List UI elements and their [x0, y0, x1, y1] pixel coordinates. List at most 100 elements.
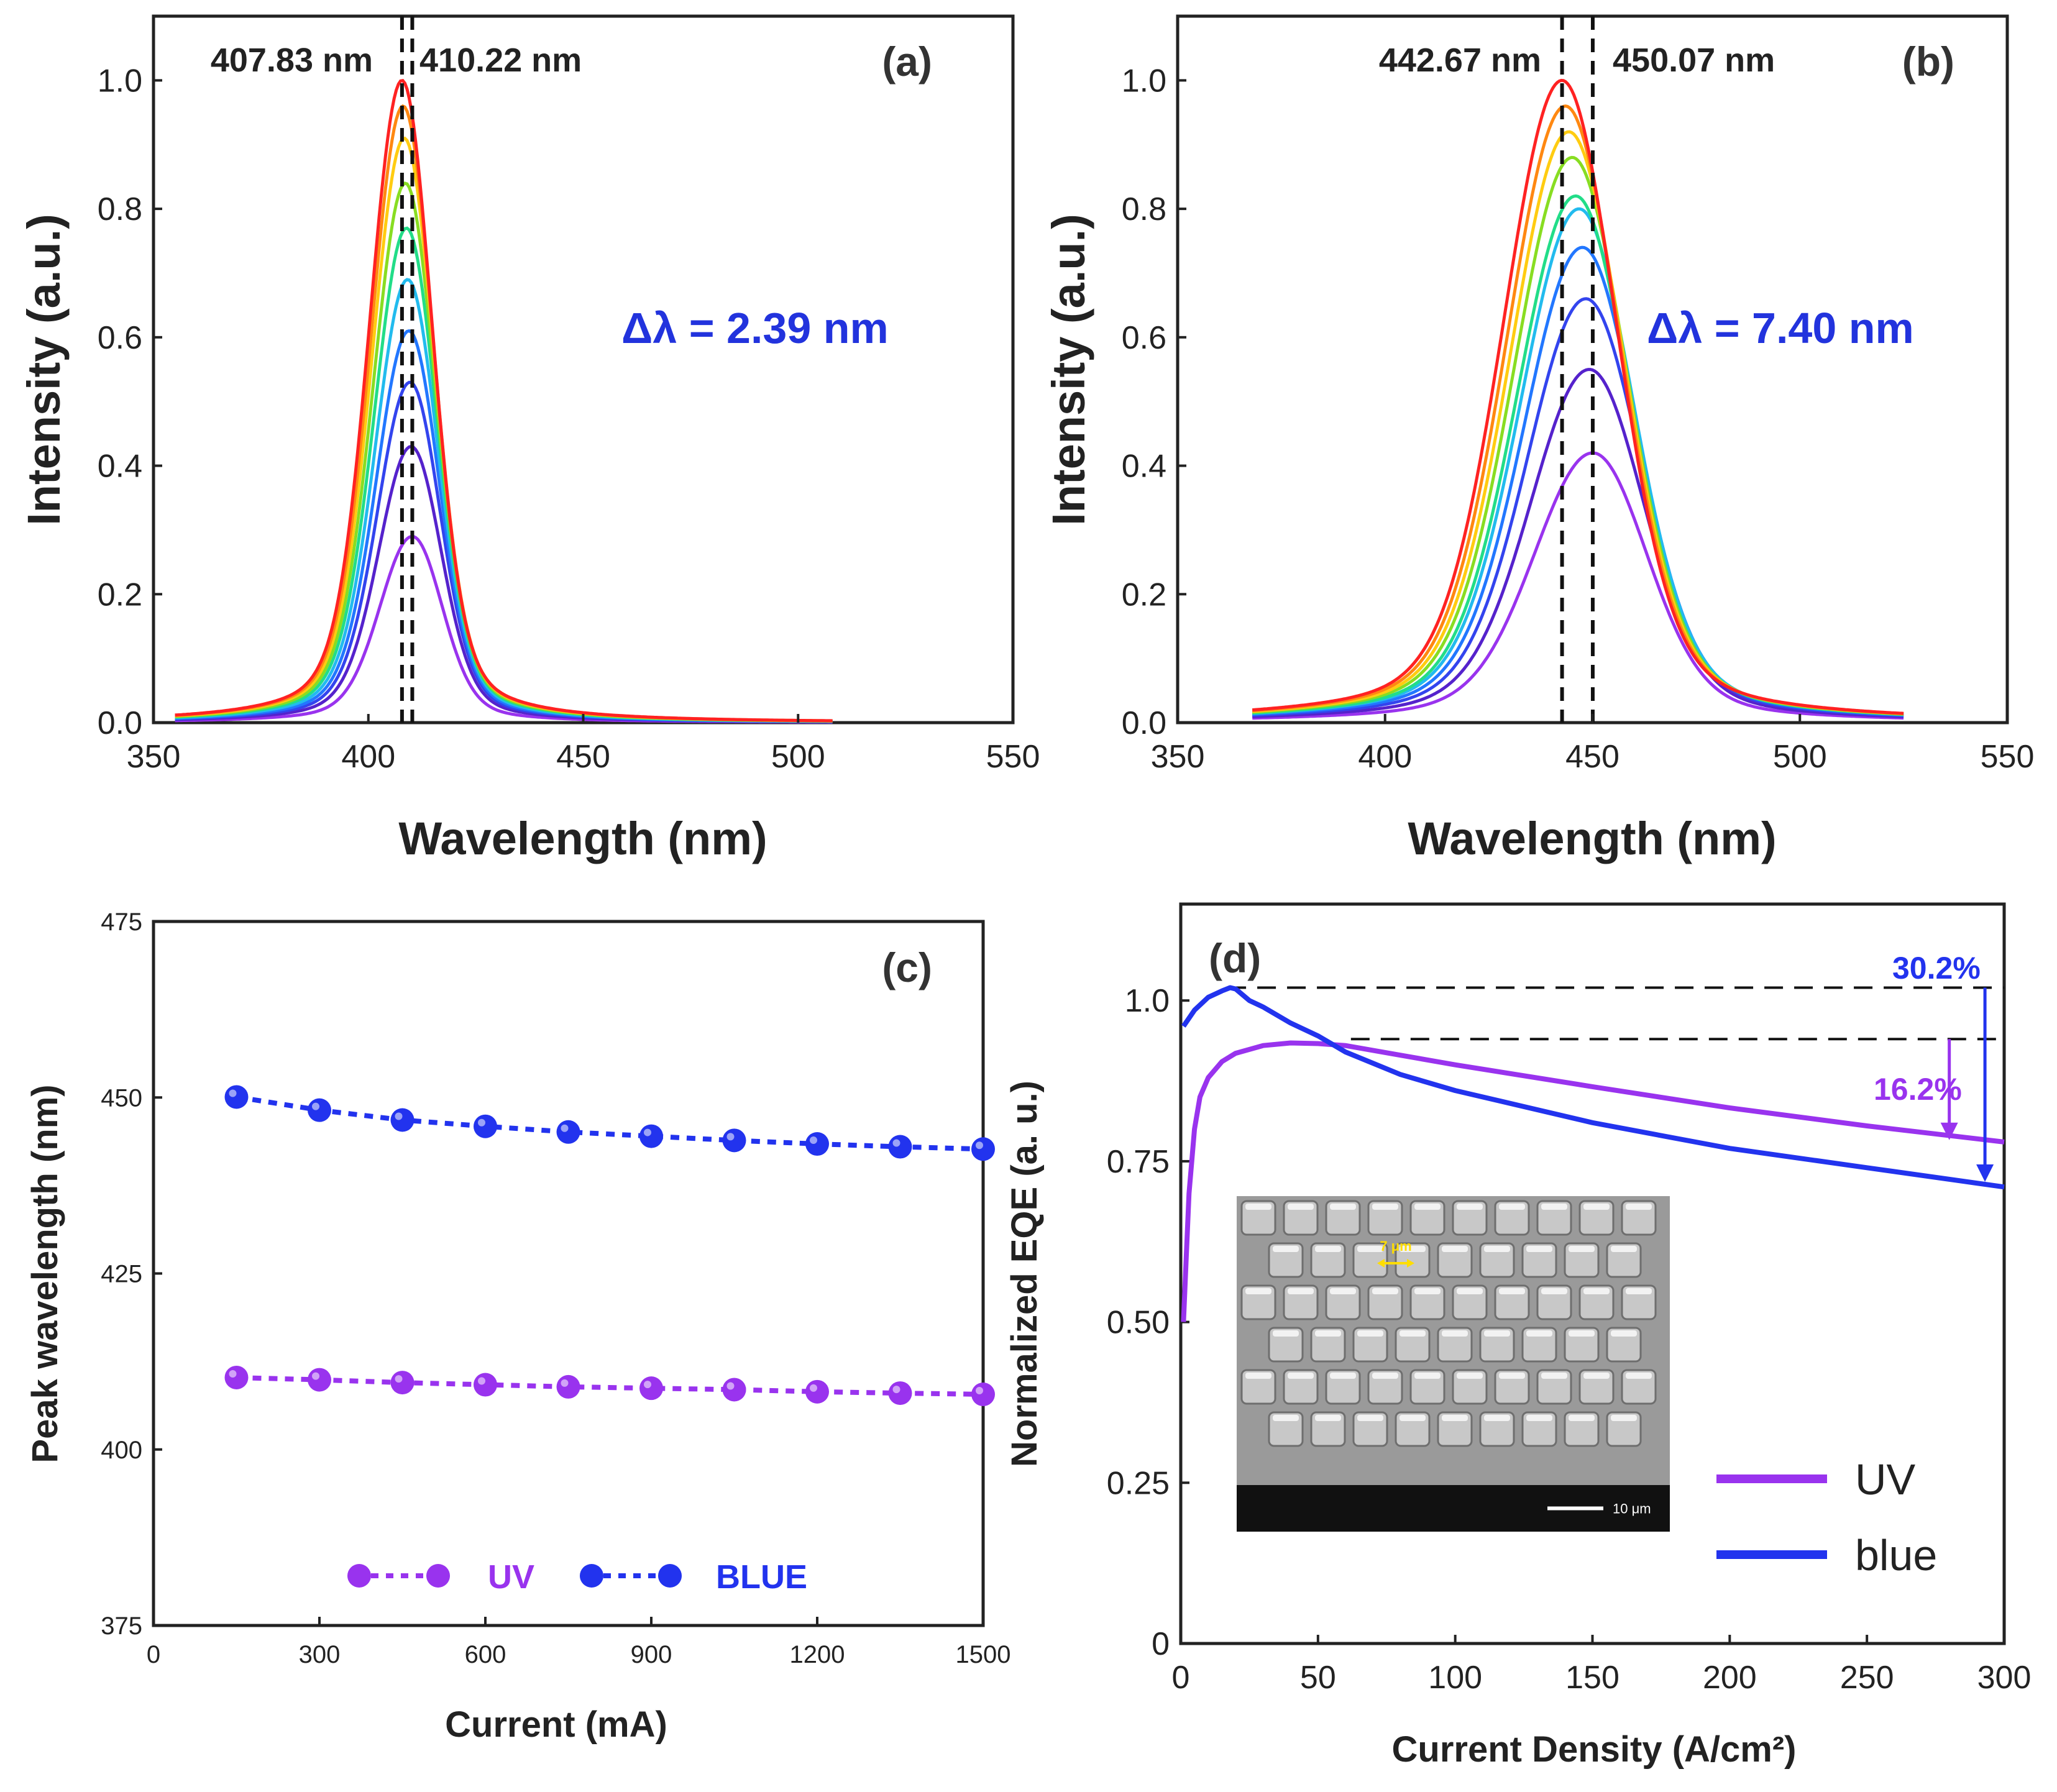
sem-mesa-edge: [1357, 1246, 1383, 1252]
data-point-highlight: [561, 1124, 569, 1132]
data-point-highlight: [561, 1379, 569, 1387]
sem-mesa-edge: [1569, 1330, 1595, 1337]
data-point-uv: [722, 1378, 746, 1402]
data-point-highlight: [976, 1387, 983, 1395]
data-point-blue: [888, 1135, 912, 1159]
data-point-uv: [971, 1383, 995, 1407]
panel-b: 350 400 450 500 550 0.0 0.2 0.4 0.6 0.8 1.0 442.67…: [1043, 14, 2035, 864]
panel-a-y-tick-label: 0.2: [98, 577, 142, 613]
data-point-blue: [722, 1128, 746, 1153]
data-point-blue: [224, 1085, 249, 1109]
legend-blue-text: blue: [1855, 1531, 1937, 1579]
sem-mesa-edge: [1273, 1415, 1299, 1421]
sem-mesa-edge: [1315, 1330, 1341, 1337]
sem-mesa-edge: [1526, 1330, 1552, 1337]
sem-mesa-edge: [1499, 1204, 1525, 1210]
panel-b-ticks: 350 400 450 500 550 0.0 0.2 0.4 0.6 0.8 1.0: [1122, 63, 2035, 775]
legend-blue-marker-2: [658, 1564, 682, 1588]
panel-b-y-tick-label: 0.2: [1122, 577, 1166, 613]
panel-b-x-tick-label: 550: [1981, 739, 2035, 775]
sem-scale-bar-panel: [1237, 1485, 1670, 1532]
sem-inset-image: 10 μm 7 μm: [1237, 1196, 1670, 1532]
panel-b-label: (b): [1902, 39, 1954, 85]
data-point-blue: [805, 1132, 829, 1156]
panel-a-y-tick-label: 1.0: [98, 63, 142, 99]
sem-mesa-edge: [1245, 1204, 1271, 1210]
sem-mesa-edge: [1273, 1330, 1299, 1337]
panel-b-spectrum-2: [1252, 368, 1904, 718]
panel-a-curves: [175, 78, 833, 724]
panel-a-spectrum-10: [175, 78, 833, 723]
panel-a-x-tick-label: 400: [341, 739, 395, 775]
panel-a-x-tick-label: 450: [556, 739, 610, 775]
legend-uv-marker-2: [426, 1564, 450, 1588]
sem-mesa-edge: [1414, 1204, 1441, 1210]
series-line-uv: [236, 1375, 984, 1397]
panel-a-dashed-lines: [400, 16, 415, 723]
data-point-highlight: [892, 1386, 900, 1394]
data-point-highlight: [312, 1372, 319, 1380]
sem-mesa-edge: [1583, 1288, 1610, 1294]
panel-c-label: (c): [882, 944, 932, 990]
sem-mesa-edge: [1626, 1204, 1652, 1210]
sem-mesa-edge: [1583, 1373, 1610, 1379]
panel-c-x-axis-label: Current (mA): [445, 1704, 667, 1745]
panel-d-y-tick-label: 1.0: [1125, 983, 1170, 1019]
data-point-blue: [639, 1124, 663, 1148]
panel-c-x-tick-label: 900: [631, 1641, 672, 1668]
sem-mesa-edge: [1484, 1415, 1510, 1421]
panel-c-y-tick-label: 475: [101, 908, 142, 936]
sem-mesa-edge: [1457, 1288, 1483, 1294]
panel-b-x-tick-label: 450: [1565, 739, 1619, 775]
legend-uv-label: UV: [488, 1558, 534, 1596]
panel-b-y-tick-label: 0.0: [1122, 705, 1166, 741]
legend-uv-marker-1: [347, 1564, 371, 1588]
data-point-highlight: [395, 1112, 403, 1120]
panel-a-x-tick-label: 500: [771, 739, 825, 775]
panel-c-y-tick-label: 400: [101, 1437, 142, 1464]
panel-b-dashed-lines: [1560, 16, 1595, 723]
panel-d-x-tick-label: 50: [1300, 1660, 1336, 1696]
uv-drop-annotation: 16.2%: [1874, 1072, 1962, 1107]
panel-a-label: (a): [882, 39, 932, 85]
data-point-highlight: [726, 1382, 735, 1390]
panel-b-x-tick-label: 400: [1358, 739, 1412, 775]
data-point-highlight: [229, 1089, 237, 1097]
sem-mesa-edge: [1569, 1246, 1595, 1252]
eqe-curve-blue: [1181, 985, 2005, 1190]
sem-mesa-edge: [1288, 1204, 1314, 1210]
panel-c-y-tick-label: 375: [101, 1612, 142, 1640]
legend-uv-text: UV: [1855, 1455, 1916, 1504]
sem-mesa-edge: [1611, 1246, 1637, 1252]
panel-d-y-tick-label: 0.25: [1107, 1465, 1170, 1501]
legend-blue-marker-1: [580, 1564, 603, 1588]
sem-mesa-edge: [1330, 1204, 1356, 1210]
panel-d-x-tick-label: 0: [1172, 1660, 1190, 1696]
data-point-uv: [308, 1368, 331, 1392]
sem-mesa-edge: [1541, 1288, 1567, 1294]
sem-mesa-edge: [1357, 1415, 1383, 1421]
panel-c-x-tick-label: 0: [147, 1641, 160, 1668]
panel-c-series: [224, 1085, 995, 1407]
sem-mesa-edge: [1315, 1246, 1341, 1252]
data-point-uv: [639, 1376, 663, 1401]
panel-a-y-axis-label: Intensity (a.u.): [18, 214, 70, 526]
data-point-highlight: [229, 1369, 237, 1378]
sem-mesa-edge: [1442, 1415, 1468, 1421]
sem-mesa-edge: [1400, 1415, 1426, 1421]
panel-d-ticks: 0 50 100 150 200 250 300 0 0.25 0.50 0.75 1.0: [1107, 983, 2032, 1696]
sem-mesa-edge: [1414, 1373, 1441, 1379]
sem-measure-arrowhead-right: [1407, 1259, 1414, 1268]
data-point-highlight: [726, 1133, 735, 1141]
data-point-uv: [390, 1371, 415, 1395]
panel-a-x-tick-label: 350: [127, 739, 181, 775]
panel-a-y-tick-label: 0.6: [98, 320, 142, 356]
sem-mesa-edge: [1372, 1373, 1398, 1379]
panel-d: 0 50 100 150 200 250 300 0 0.25 0.50 0.75 1.0 10 μm…: [1004, 902, 2032, 1770]
data-point-highlight: [810, 1384, 817, 1392]
data-point-blue: [308, 1098, 331, 1122]
data-point-uv: [474, 1373, 497, 1397]
sem-mesa-edge: [1626, 1373, 1652, 1379]
